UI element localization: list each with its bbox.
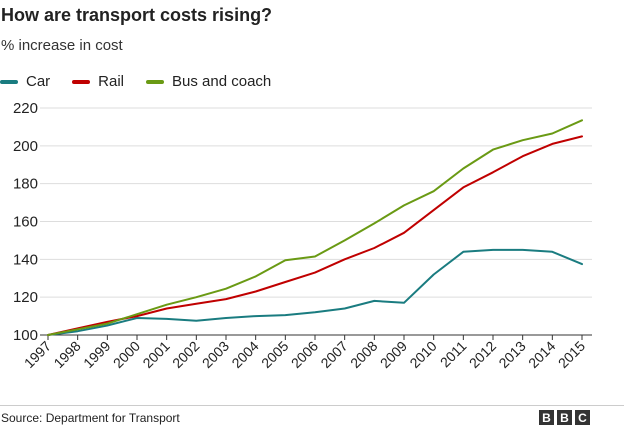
legend-item-bus-and-coach: Bus and coach <box>146 73 271 90</box>
y-tick-label: 140 <box>13 251 38 268</box>
x-tick-label: 2000 <box>110 338 143 371</box>
series-line-car <box>47 248 583 336</box>
y-tick-label: 200 <box>13 138 38 155</box>
legend-swatch-bus-and-coach <box>146 79 165 84</box>
x-tick-label: 2009 <box>377 338 410 371</box>
x-tick-label: 1999 <box>80 338 113 371</box>
x-tick-label: 2013 <box>495 338 528 371</box>
y-tick-label: 220 <box>13 100 38 117</box>
x-tick-label: 2001 <box>139 338 172 371</box>
x-tick-label: 2012 <box>466 338 499 371</box>
x-tick-label: 2003 <box>199 338 232 371</box>
legend-label-bus-and-coach: Bus and coach <box>172 73 272 90</box>
x-tick-label: 2015 <box>555 338 588 371</box>
legend: Car Rail Bus and coach <box>0 73 293 90</box>
legend-label-car: Car <box>26 73 51 90</box>
bbc-logo: B B C <box>536 410 590 425</box>
logo-letter-2: B <box>557 410 572 425</box>
series-line-rail <box>47 135 583 336</box>
chart-subtitle: % increase in cost <box>1 37 123 54</box>
x-tick-label: 2006 <box>288 338 321 371</box>
y-tick-label: 100 <box>13 327 38 344</box>
x-tick-label: 2004 <box>228 338 261 371</box>
line-chart: 1001201401601802002201997199819992000200… <box>13 100 592 371</box>
x-tick-label: 2005 <box>258 338 291 371</box>
x-tick-label: 2011 <box>437 338 470 371</box>
x-tick-label: 2014 <box>525 338 558 371</box>
footer-divider <box>0 405 624 406</box>
x-tick-label: 1998 <box>50 338 83 371</box>
y-tick-label: 180 <box>13 176 38 193</box>
logo-letter-3: C <box>575 410 590 425</box>
legend-label-rail: Rail <box>98 73 125 90</box>
source-note: Source: Department for Transport <box>1 411 180 425</box>
y-tick-label: 120 <box>13 289 38 306</box>
legend-item-car: Car <box>0 73 50 90</box>
x-tick-label: 2008 <box>347 338 380 371</box>
series-line-bus-and-coach <box>47 119 583 336</box>
legend-swatch-rail <box>72 79 91 84</box>
legend-swatch-car <box>0 79 18 84</box>
legend-item-rail: Rail <box>72 73 124 90</box>
x-tick-label: 2007 <box>317 338 350 371</box>
chart-title: How are transport costs rising? <box>1 5 273 25</box>
logo-letter-1: B <box>539 410 554 425</box>
x-tick-label: 2010 <box>406 338 439 371</box>
x-tick-label: 2002 <box>169 338 202 371</box>
y-tick-label: 160 <box>13 214 38 231</box>
